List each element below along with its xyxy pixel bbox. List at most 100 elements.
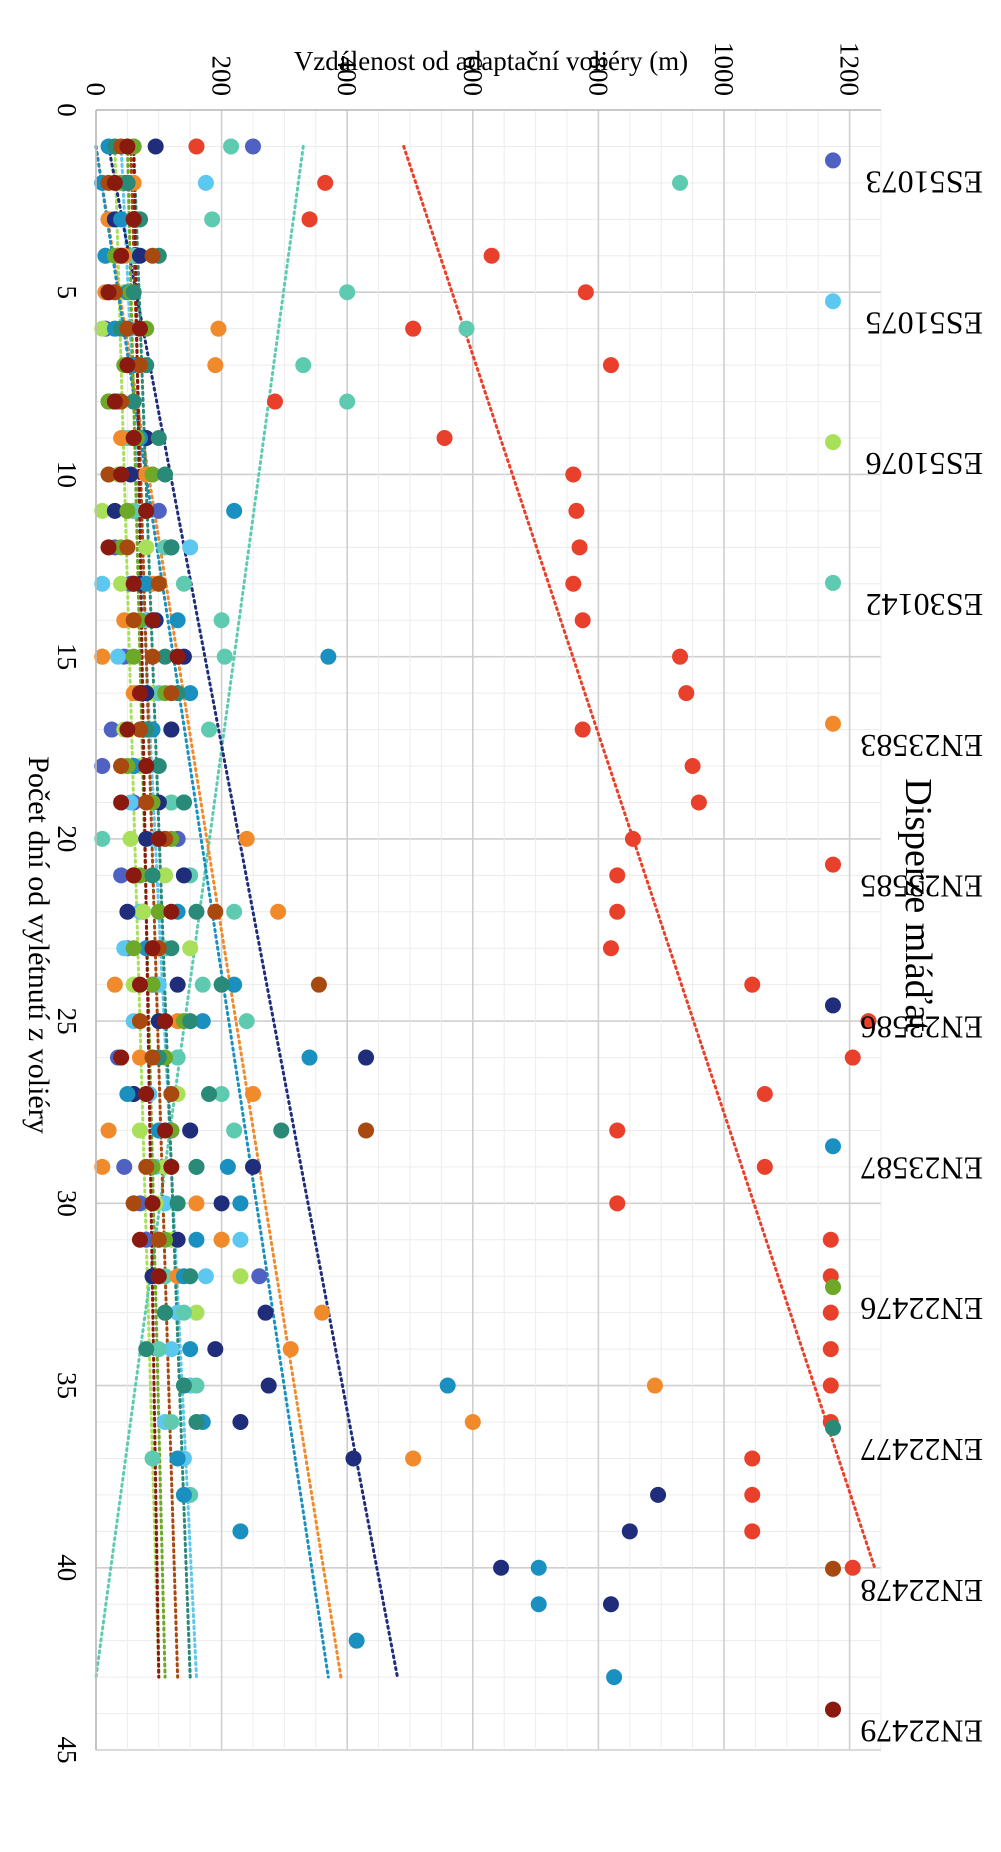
data-point [646,1377,663,1394]
data-point [226,976,243,993]
data-point [602,1596,619,1613]
data-point [188,1304,205,1321]
data-point [125,867,142,884]
data-point [182,1122,199,1139]
data-point [213,1086,230,1102]
data-point [138,1341,155,1358]
data-point [131,1049,148,1066]
axes: 0 5 10 15 20 25 30 35 40 45 0 200 400 600 800 1000 1200 [52,42,881,1764]
data-point [113,575,130,592]
data-point [210,320,227,337]
data-point [131,357,148,374]
legend-marker [825,997,841,1014]
data-point [232,1268,249,1285]
data-point [175,575,192,592]
data-point [125,575,142,592]
legend-marker [825,856,841,873]
data-point [301,1049,318,1066]
data-point [295,357,312,374]
data-point [150,758,167,774]
data-point [744,976,761,993]
y-tick-label: 0 [81,83,111,97]
data-point [163,1414,180,1430]
data-points [94,138,877,1686]
legend-marker [825,1701,841,1718]
legend-label: EN22476 [860,1291,983,1327]
data-point [125,940,142,957]
data-point [113,794,130,811]
data-point [822,1341,839,1358]
data-point [144,1450,161,1467]
data-point [138,830,155,847]
data-point [94,320,111,337]
legend-label: ES51076 [866,446,983,482]
legend-marker [825,1560,841,1577]
data-point [163,794,180,811]
data-point [157,1304,174,1321]
data-point [119,539,136,556]
data-point [565,575,582,592]
data-point [251,1268,268,1285]
x-tick-label: 10 [52,461,82,488]
data-point [125,211,142,228]
data-point [116,1158,133,1175]
legend-marker [825,715,841,732]
data-point [131,1231,148,1248]
x-tick-label: 25 [52,1008,82,1035]
data-point [530,1559,547,1576]
data-point [260,1377,277,1394]
data-point [188,138,205,155]
data-point [150,903,167,920]
data-point [182,539,199,556]
data-point [188,1231,205,1248]
data-point [624,830,641,847]
data-point [150,830,167,847]
x-tick-label: 35 [52,1372,82,1399]
data-point [201,721,218,738]
data-point [144,867,161,884]
data-point [672,648,689,665]
data-point [219,1158,236,1175]
data-point [144,466,161,483]
data-point [175,794,192,811]
data-point [122,830,139,847]
data-point [163,1158,180,1175]
data-point [119,1086,136,1102]
data-point [197,1268,214,1285]
data-point [138,1158,155,1175]
legend: ES51073 ES51075 ES51076 ES30142 EN23583 EN235… [825,152,983,1750]
data-point [113,466,130,483]
data-point [157,648,174,665]
legend-label: EN23585 [860,869,983,905]
data-point [207,357,224,374]
x-axis-title: Počet dní od vylétnutí z voliéry [22,756,55,1133]
data-point [125,284,142,301]
data-point [320,648,337,665]
y-axis-title: Vzdálenost od adaptační voliéry (m) [294,46,688,76]
data-point [163,721,180,738]
data-point [571,539,588,556]
data-point [175,867,192,884]
data-point [314,1304,331,1321]
data-point [113,430,130,446]
data-point [188,903,205,920]
legend-marker [825,574,841,591]
data-point [119,721,136,738]
data-point [439,1377,456,1394]
data-point [106,976,123,993]
data-point [157,1013,174,1030]
data-point [188,1414,205,1430]
data-point [138,794,155,811]
data-point [150,502,167,519]
data-point [106,393,123,410]
data-point [574,721,591,738]
data-point [238,830,255,847]
data-point [860,1013,877,1030]
trendline [107,144,399,1679]
data-point [672,174,689,191]
data-point [621,1523,638,1540]
data-point [194,1013,211,1030]
data-point [144,247,161,264]
data-point [744,1450,761,1467]
